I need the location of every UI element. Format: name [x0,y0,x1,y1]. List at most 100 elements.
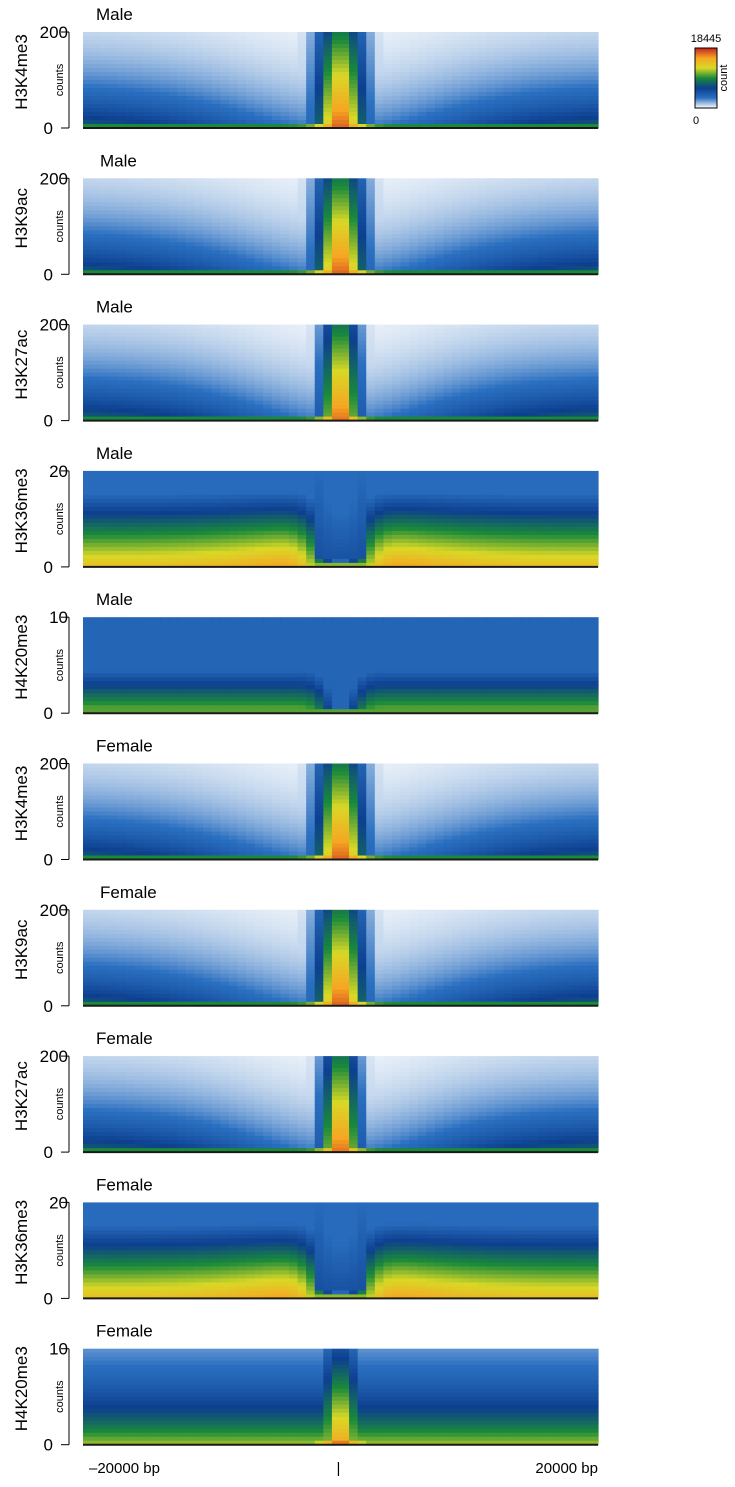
heatmap-cell [229,507,238,512]
heatmap-cell [426,84,435,89]
heatmap-cell [323,88,332,93]
heatmap-cell [323,76,332,81]
heatmap-cell [341,218,350,223]
heatmap-cell [186,361,195,366]
heatmap-cell [246,479,255,484]
heatmap-cell [504,349,513,354]
heatmap-cell [409,353,418,358]
heatmap-cell [426,178,435,183]
heatmap-cell [581,210,590,215]
heatmap-cell [383,178,392,183]
heatmap-cell [186,40,195,45]
heatmap-cell [469,72,478,77]
heatmap-cell [186,381,195,386]
heatmap-cell [564,357,573,362]
heatmap-cell [117,234,126,239]
heatmap-cell [589,88,598,93]
heatmap-cell [92,535,101,540]
heatmap-cell [238,116,247,121]
heatmap-cell [383,345,392,350]
heatmap-cell [495,52,504,57]
heatmap-cell [100,503,109,508]
heatmap-cell [392,52,401,57]
heatmap-cell [564,401,573,406]
heatmap-cell [100,357,109,362]
heatmap-cell [229,222,238,227]
heatmap-cell [426,325,435,330]
heatmap-cell [280,539,289,544]
heatmap-cell [100,210,109,215]
heatmap-cell [358,397,367,402]
heatmap-cell [255,100,264,105]
heatmap-cell [426,68,435,73]
heatmap-cell [177,76,186,81]
heatmap-cell [100,100,109,105]
heatmap-cell [358,96,367,101]
heatmap-cell [547,104,556,109]
heatmap-cell [572,345,581,350]
heatmap-cell [229,120,238,125]
heatmap-cell [160,329,169,334]
heatmap-cell [177,503,186,508]
heatmap-cell [229,254,238,259]
heatmap-cell [160,519,169,524]
heatmap-cell [126,511,135,516]
heatmap-cell [212,345,221,350]
heatmap-cell [452,258,461,263]
heatmap-cell [538,409,547,414]
heatmap-cell [246,238,255,243]
heatmap-cell [392,48,401,53]
heatmap-cell [238,409,247,414]
heatmap-cell [126,100,135,105]
heatmap-cell [495,357,504,362]
heatmap-cell [349,373,358,378]
heatmap-cell [401,341,410,346]
heatmap-cell [272,182,281,187]
heatmap-cell [332,104,341,109]
heatmap-cell [195,182,204,187]
heatmap-cell [495,262,504,267]
heatmap-cell [521,64,530,69]
heatmap-cell [349,210,358,215]
heatmap-cell [478,194,487,199]
heatmap-cell [512,52,521,57]
heatmap-cell [195,234,204,239]
heatmap-cell [195,178,204,183]
heatmap-cell [152,349,161,354]
heatmap-cell [92,40,101,45]
heatmap-cell [444,242,453,247]
heatmap-cell [504,108,513,113]
heatmap-cell [478,353,487,358]
heatmap-cell [117,527,126,532]
heatmap-cell [177,475,186,480]
heatmap-cell [504,190,513,195]
heatmap-cell [435,88,444,93]
heatmap-cell [272,511,281,516]
heatmap-cell [495,120,504,125]
heatmap-cell [263,116,272,121]
heatmap-cell [263,377,272,382]
heatmap-cell [392,202,401,207]
heatmap-cell [109,242,118,247]
heatmap-cell [109,76,118,81]
heatmap-cell [358,218,367,223]
heatmap-cell [160,222,169,227]
heatmap-cell [332,214,341,219]
heatmap-cell [203,198,212,203]
heatmap-cell [555,333,564,338]
heatmap-cell [109,389,118,394]
heatmap-cell [529,353,538,358]
heatmap-cell [152,329,161,334]
heatmap-cell [366,258,375,263]
heatmap-cell [220,190,229,195]
heatmap-cell [469,234,478,239]
heatmap-cell [409,238,418,243]
heatmap-cell [469,353,478,358]
heatmap-cell [169,401,178,406]
heatmap-cell [306,36,315,41]
heatmap-cell [392,72,401,77]
heatmap-cell [521,116,530,121]
heatmap-cell [572,100,581,105]
heatmap-cell [547,250,556,255]
heatmap-cell [581,186,590,191]
